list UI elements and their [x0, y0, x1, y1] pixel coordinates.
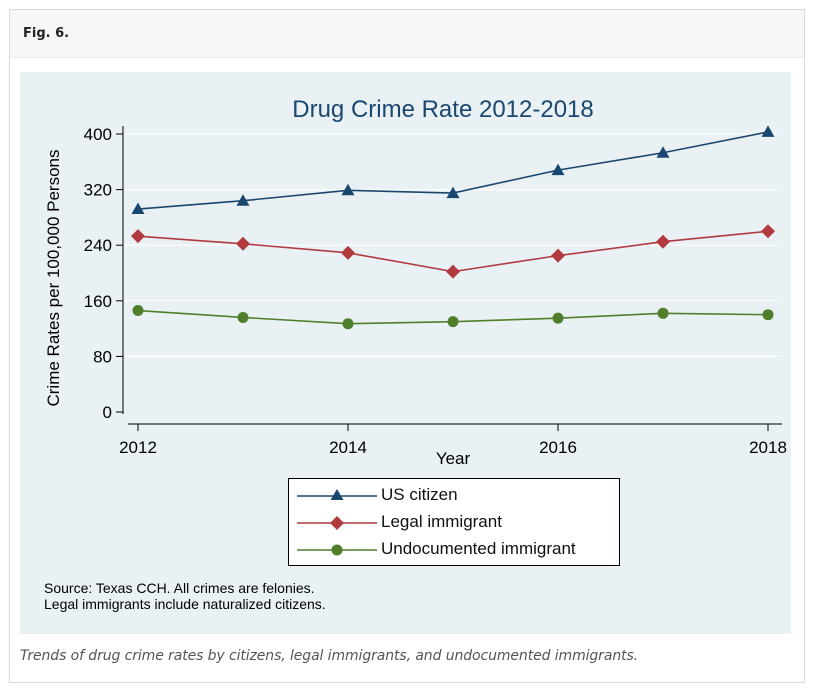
axes: 0 80 160 240 320 400 2012 2014 2016 2018 [84, 125, 787, 457]
data-point-circle [237, 311, 249, 323]
data-point-diamond [236, 236, 250, 251]
y-tick-label: 80 [93, 347, 112, 366]
plot-panel: Drug Crime Rate 2012-2018 0 80 160 240 320 40… [20, 72, 791, 634]
x-tick-label: 2018 [749, 438, 787, 457]
figure-frame: Fig. 6. Drug Crime Rate 2012-2018 0 80 160… [9, 9, 805, 683]
legend-item-undocumented-immigrant: Undocumented immigrant [289, 537, 619, 563]
figure-label: Fig. 6. [23, 26, 70, 41]
legend-label: Legal immigrant [381, 512, 502, 531]
data-point-diamond [551, 248, 565, 263]
figure-caption: Trends of drug crime rates by citizens, … [20, 648, 639, 664]
x-tick-label: 2016 [539, 438, 577, 457]
y-tick-label: 400 [84, 125, 112, 144]
y-axis-label: Crime Rates per 100,000 Persons [44, 149, 63, 406]
data-point-circle [132, 305, 144, 317]
diamond-marker-icon [297, 516, 377, 530]
data-point-diamond [656, 234, 670, 249]
data-point-circle [552, 312, 564, 324]
circle-marker-icon [297, 544, 377, 556]
x-tick-label: 2014 [329, 438, 367, 457]
triangle-marker-icon [297, 489, 377, 500]
legend-item-us-citizen: US citizen [289, 483, 619, 509]
data-point-triangle [761, 125, 775, 137]
data-point-circle [342, 318, 354, 330]
data-point-triangle [551, 163, 565, 176]
data-point-circle [447, 316, 459, 328]
legend-label: Undocumented immigrant [381, 539, 576, 558]
data-point-diamond [131, 229, 145, 244]
chart-legend: US citizen Legal immigrant Undocumented … [288, 478, 620, 566]
data-point-diamond [761, 224, 775, 239]
chart-title: Drug Crime Rate 2012-2018 [292, 96, 594, 123]
data-point-circle [657, 307, 669, 319]
line-chart: Drug Crime Rate 2012-2018 0 80 160 240 320 40… [44, 96, 787, 468]
grid-lines [125, 133, 778, 357]
data-point-circle [762, 309, 774, 321]
x-tick-label: 2012 [119, 438, 157, 457]
source-line: Legal immigrants include naturalized cit… [44, 596, 326, 612]
y-tick-label: 320 [84, 181, 112, 200]
data-point-triangle [656, 146, 670, 158]
series-group [131, 125, 775, 330]
figure-header: Fig. 6. [10, 10, 804, 58]
legend-item-legal-immigrant: Legal immigrant [289, 510, 619, 536]
legend-label: US citizen [381, 485, 458, 504]
data-point-triangle [446, 186, 460, 199]
data-point-diamond [341, 245, 355, 260]
x-axis-label: Year [436, 449, 471, 468]
y-tick-label: 240 [84, 236, 112, 255]
source-line: Source: Texas CCH. All crimes are feloni… [44, 580, 315, 596]
data-point-triangle [341, 183, 355, 196]
source-note: Source: Texas CCH. All crimes are feloni… [44, 580, 326, 612]
data-point-triangle [131, 202, 145, 215]
data-point-triangle [236, 194, 250, 206]
y-tick-label: 0 [103, 403, 112, 422]
y-tick-label: 160 [84, 292, 112, 311]
data-point-diamond [446, 264, 460, 279]
